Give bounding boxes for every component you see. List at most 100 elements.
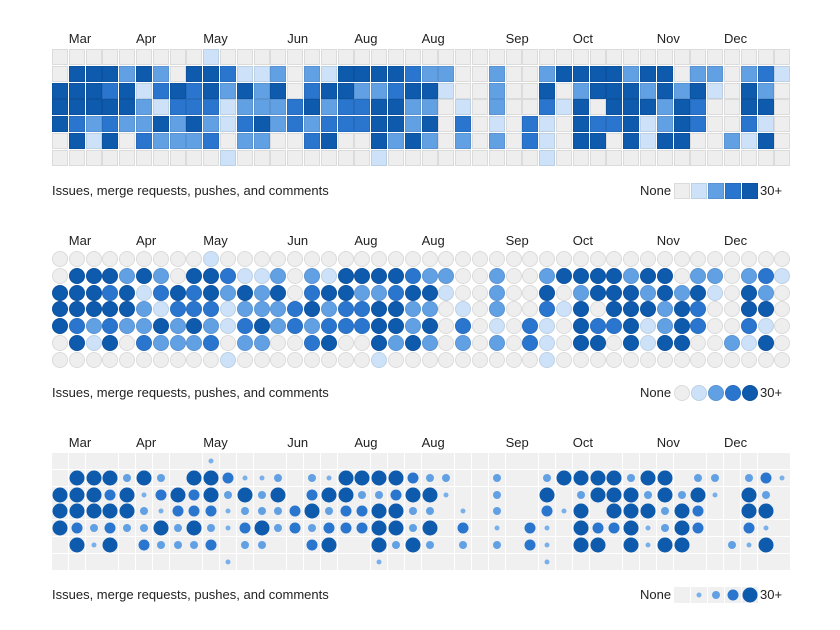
contribution-cell[interactable] xyxy=(572,267,589,284)
contribution-cell[interactable] xyxy=(757,65,774,82)
contribution-cell[interactable] xyxy=(236,267,253,284)
contribution-cell[interactable] xyxy=(505,301,522,318)
contribution-cell[interactable] xyxy=(472,486,488,503)
contribution-cell[interactable] xyxy=(203,520,220,537)
contribution-cell[interactable] xyxy=(421,335,438,351)
contribution-cell[interactable] xyxy=(354,537,371,553)
contribution-cell[interactable] xyxy=(455,251,472,267)
contribution-cell[interactable] xyxy=(119,267,136,284)
contribution-cell[interactable] xyxy=(572,301,589,318)
contribution-cell[interactable] xyxy=(304,301,320,318)
contribution-cell[interactable] xyxy=(186,553,203,570)
contribution-cell[interactable] xyxy=(337,335,354,351)
contribution-cell[interactable] xyxy=(505,469,522,486)
contribution-cell[interactable] xyxy=(572,251,589,267)
contribution-cell[interactable] xyxy=(404,133,421,149)
contribution-cell[interactable] xyxy=(690,503,707,520)
contribution-cell[interactable] xyxy=(236,251,253,267)
contribution-cell[interactable] xyxy=(623,503,640,520)
contribution-cell[interactable] xyxy=(656,133,673,149)
contribution-cell[interactable] xyxy=(757,116,774,133)
contribution-cell[interactable] xyxy=(572,99,589,116)
contribution-cell[interactable] xyxy=(438,99,455,116)
contribution-cell[interactable] xyxy=(203,116,220,133)
contribution-cell[interactable] xyxy=(287,82,304,99)
contribution-cell[interactable] xyxy=(522,65,539,82)
contribution-cell[interactable] xyxy=(774,335,791,351)
contribution-cell[interactable] xyxy=(455,65,472,82)
contribution-cell[interactable] xyxy=(371,149,388,166)
contribution-cell[interactable] xyxy=(556,537,572,553)
contribution-cell[interactable] xyxy=(757,99,774,116)
contribution-cell[interactable] xyxy=(505,351,522,368)
contribution-cell[interactable] xyxy=(169,65,186,82)
contribution-cell[interactable] xyxy=(287,267,304,284)
contribution-cell[interactable] xyxy=(337,453,354,469)
contribution-cell[interactable] xyxy=(337,486,354,503)
contribution-cell[interactable] xyxy=(455,503,472,520)
contribution-cell[interactable] xyxy=(337,469,354,486)
contribution-cell[interactable] xyxy=(673,149,690,166)
contribution-cell[interactable] xyxy=(438,335,455,351)
contribution-cell[interactable] xyxy=(68,82,85,99)
contribution-cell[interactable] xyxy=(606,65,623,82)
contribution-cell[interactable] xyxy=(488,351,505,368)
contribution-cell[interactable] xyxy=(539,133,556,149)
contribution-cell[interactable] xyxy=(539,537,556,553)
contribution-cell[interactable] xyxy=(253,351,270,368)
contribution-cell[interactable] xyxy=(421,149,438,166)
contribution-cell[interactable] xyxy=(186,267,203,284)
contribution-cell[interactable] xyxy=(136,503,152,520)
contribution-cell[interactable] xyxy=(304,520,320,537)
contribution-cell[interactable] xyxy=(404,318,421,335)
contribution-cell[interactable] xyxy=(270,65,287,82)
contribution-cell[interactable] xyxy=(388,553,404,570)
contribution-cell[interactable] xyxy=(606,553,623,570)
contribution-cell[interactable] xyxy=(488,82,505,99)
contribution-cell[interactable] xyxy=(539,335,556,351)
contribution-cell[interactable] xyxy=(354,82,371,99)
contribution-cell[interactable] xyxy=(270,49,287,65)
contribution-cell[interactable] xyxy=(287,469,304,486)
contribution-cell[interactable] xyxy=(740,267,757,284)
contribution-cell[interactable] xyxy=(522,251,539,267)
contribution-cell[interactable] xyxy=(724,116,740,133)
contribution-cell[interactable] xyxy=(522,469,539,486)
contribution-cell[interactable] xyxy=(455,116,472,133)
contribution-cell[interactable] xyxy=(623,49,640,65)
contribution-cell[interactable] xyxy=(337,49,354,65)
contribution-cell[interactable] xyxy=(354,486,371,503)
contribution-cell[interactable] xyxy=(320,537,337,553)
contribution-cell[interactable] xyxy=(455,267,472,284)
contribution-cell[interactable] xyxy=(774,520,791,537)
contribution-cell[interactable] xyxy=(556,149,572,166)
contribution-cell[interactable] xyxy=(472,553,488,570)
contribution-cell[interactable] xyxy=(623,267,640,284)
contribution-cell[interactable] xyxy=(656,486,673,503)
contribution-cell[interactable] xyxy=(623,469,640,486)
contribution-cell[interactable] xyxy=(707,537,724,553)
contribution-cell[interactable] xyxy=(589,99,606,116)
contribution-cell[interactable] xyxy=(304,267,320,284)
contribution-cell[interactable] xyxy=(320,520,337,537)
contribution-cell[interactable] xyxy=(606,49,623,65)
contribution-cell[interactable] xyxy=(522,537,539,553)
contribution-cell[interactable] xyxy=(488,503,505,520)
contribution-cell[interactable] xyxy=(455,82,472,99)
contribution-cell[interactable] xyxy=(404,116,421,133)
contribution-cell[interactable] xyxy=(656,149,673,166)
contribution-cell[interactable] xyxy=(68,49,85,65)
contribution-cell[interactable] xyxy=(505,453,522,469)
contribution-cell[interactable] xyxy=(152,301,169,318)
contribution-cell[interactable] xyxy=(623,99,640,116)
contribution-cell[interactable] xyxy=(589,453,606,469)
contribution-cell[interactable] xyxy=(304,335,320,351)
contribution-cell[interactable] xyxy=(102,251,119,267)
contribution-cell[interactable] xyxy=(774,133,791,149)
contribution-cell[interactable] xyxy=(556,553,572,570)
contribution-cell[interactable] xyxy=(707,82,724,99)
contribution-cell[interactable] xyxy=(253,149,270,166)
contribution-cell[interactable] xyxy=(388,267,404,284)
contribution-cell[interactable] xyxy=(220,503,236,520)
contribution-cell[interactable] xyxy=(589,267,606,284)
